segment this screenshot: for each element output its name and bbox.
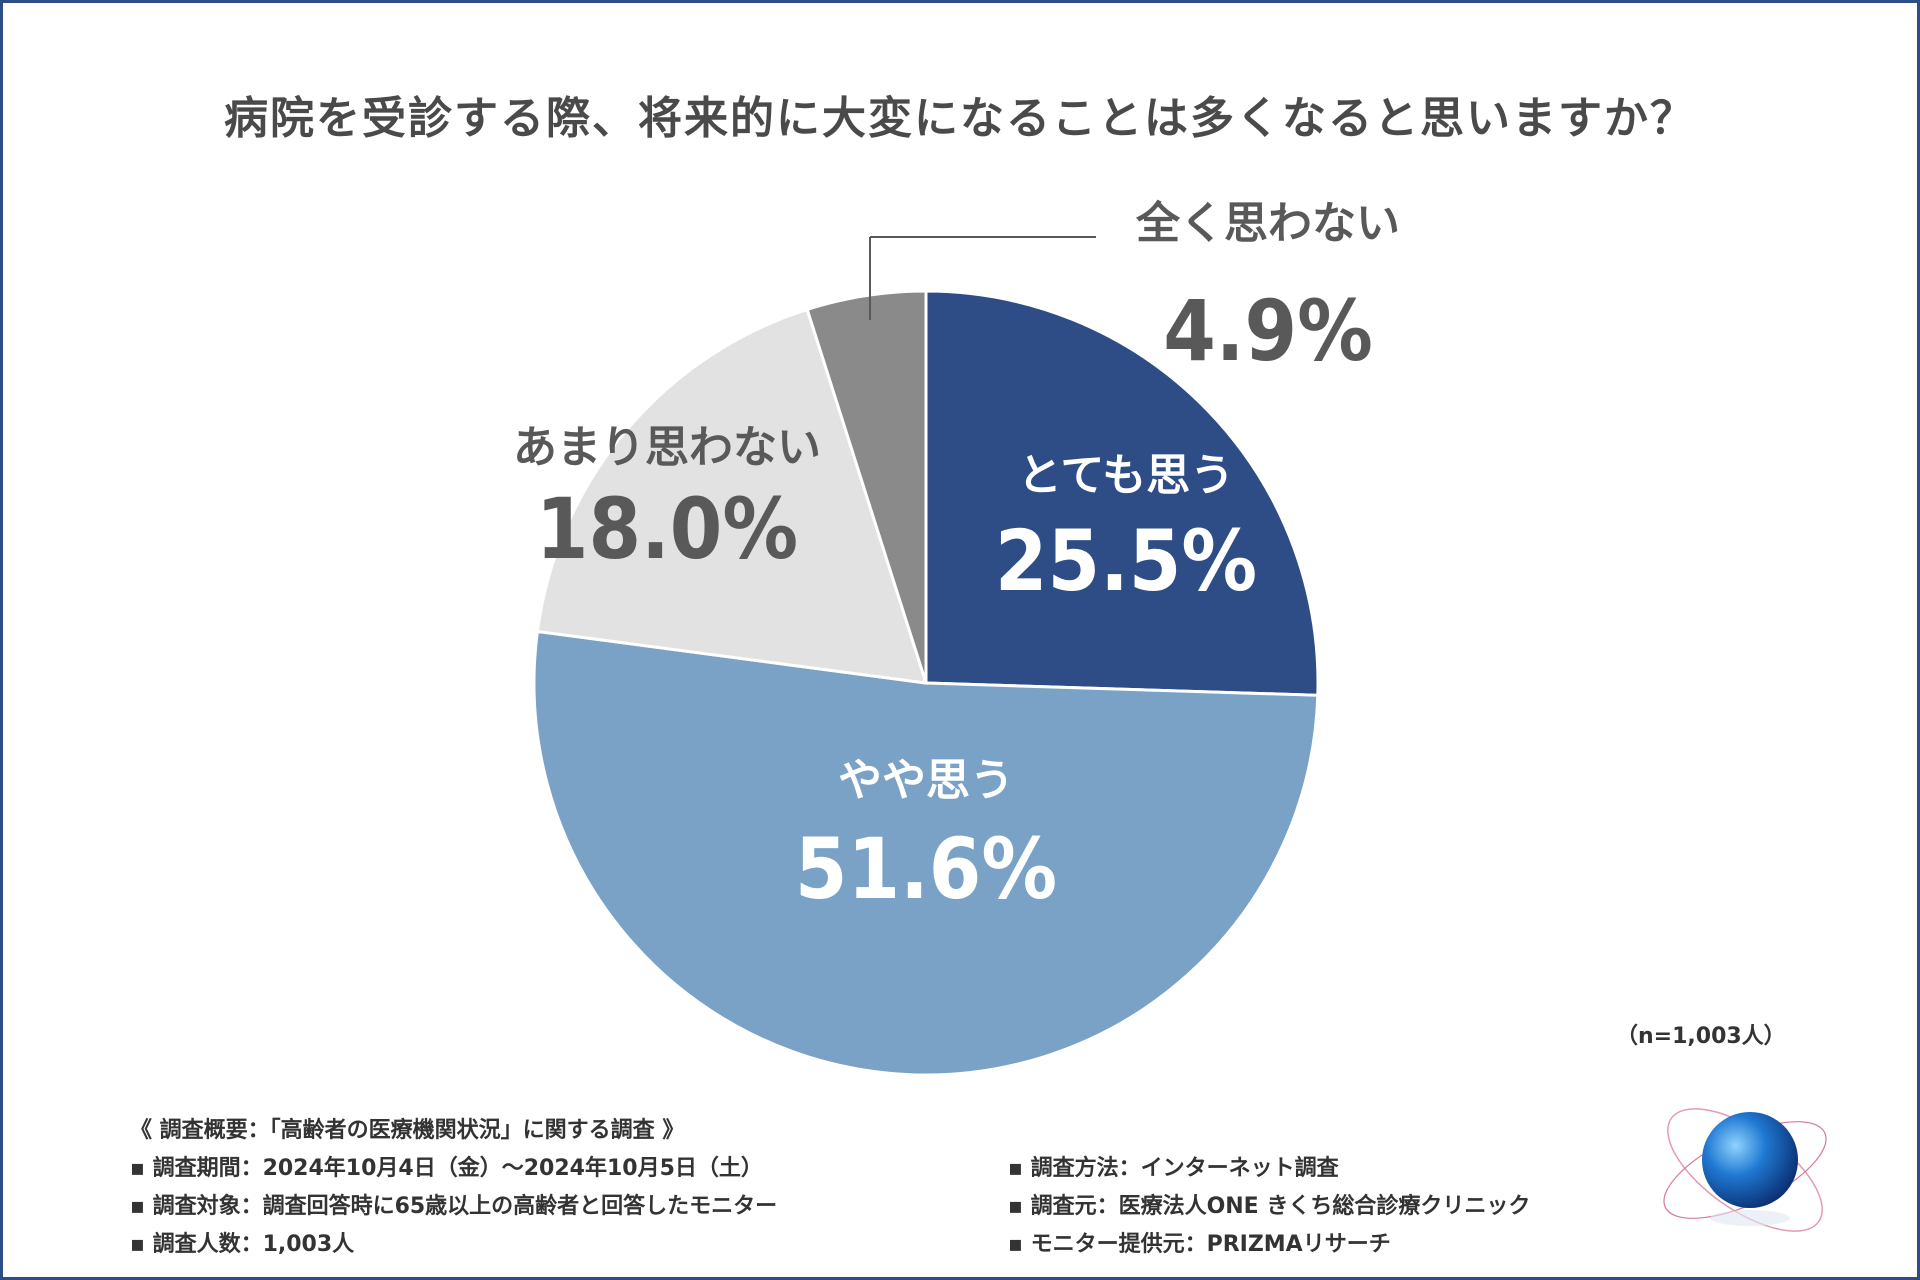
pie-slice-1 [532,629,1320,1077]
slice-value-1: 51.6% [795,820,1057,918]
survey-notes-left: 《 調査概要：「高齢者の医療機関状況」に関する調査 》 ▪ 調査期間：2024年… [130,1112,777,1264]
notes-left-0: 《 調査概要：「高齢者の医療機関状況」に関する調査 》 [130,1118,685,1143]
survey-notes-right: ▪ 調査方法：インターネット調査 ▪ 調査元：医療法人ONE きくち総合診療クリ… [1008,1150,1530,1264]
sample-size-label: （n=1,003人） [1616,1024,1786,1049]
notes-right-1: ▪ 調査元：医療法人ONE きくち総合診療クリニック [1008,1194,1531,1219]
slice-value-0: 25.5% [995,512,1257,610]
chart-title: 病院を受診する際、将来的に大変になることは多くなると思いますか？ [224,93,1696,144]
notes-left-3: ▪ 調査人数：1,003人 [130,1232,355,1257]
notes-right-0: ▪ 調査方法：インターネット調査 [1008,1156,1339,1181]
notes-right-2: ▪ モニター提供元：PRIZMAリサーチ [1008,1232,1391,1257]
globe-orbit-logo [1663,1108,1827,1232]
slice-label-3: 全く思わない [1135,198,1400,249]
pie-slice-3 [805,289,928,684]
pie-slice-0 [924,289,1320,697]
slice-value-2: 18.0% [536,480,798,578]
notes-left-2: ▪ 調査対象：調査回答時に65歳以上の高齢者と回答したモニター [130,1194,778,1219]
pie-slice-2 [535,307,929,685]
slice-label-2: あまり思わない [513,422,821,473]
slice-label-1: やや思う [838,755,1014,806]
notes-left-1: ▪ 調査期間：2024年10月4日（金）～2024年10月5日（土） [130,1156,763,1181]
slice-label-0: とても思う [1018,450,1234,501]
slice-value-3: 4.9% [1163,282,1373,380]
